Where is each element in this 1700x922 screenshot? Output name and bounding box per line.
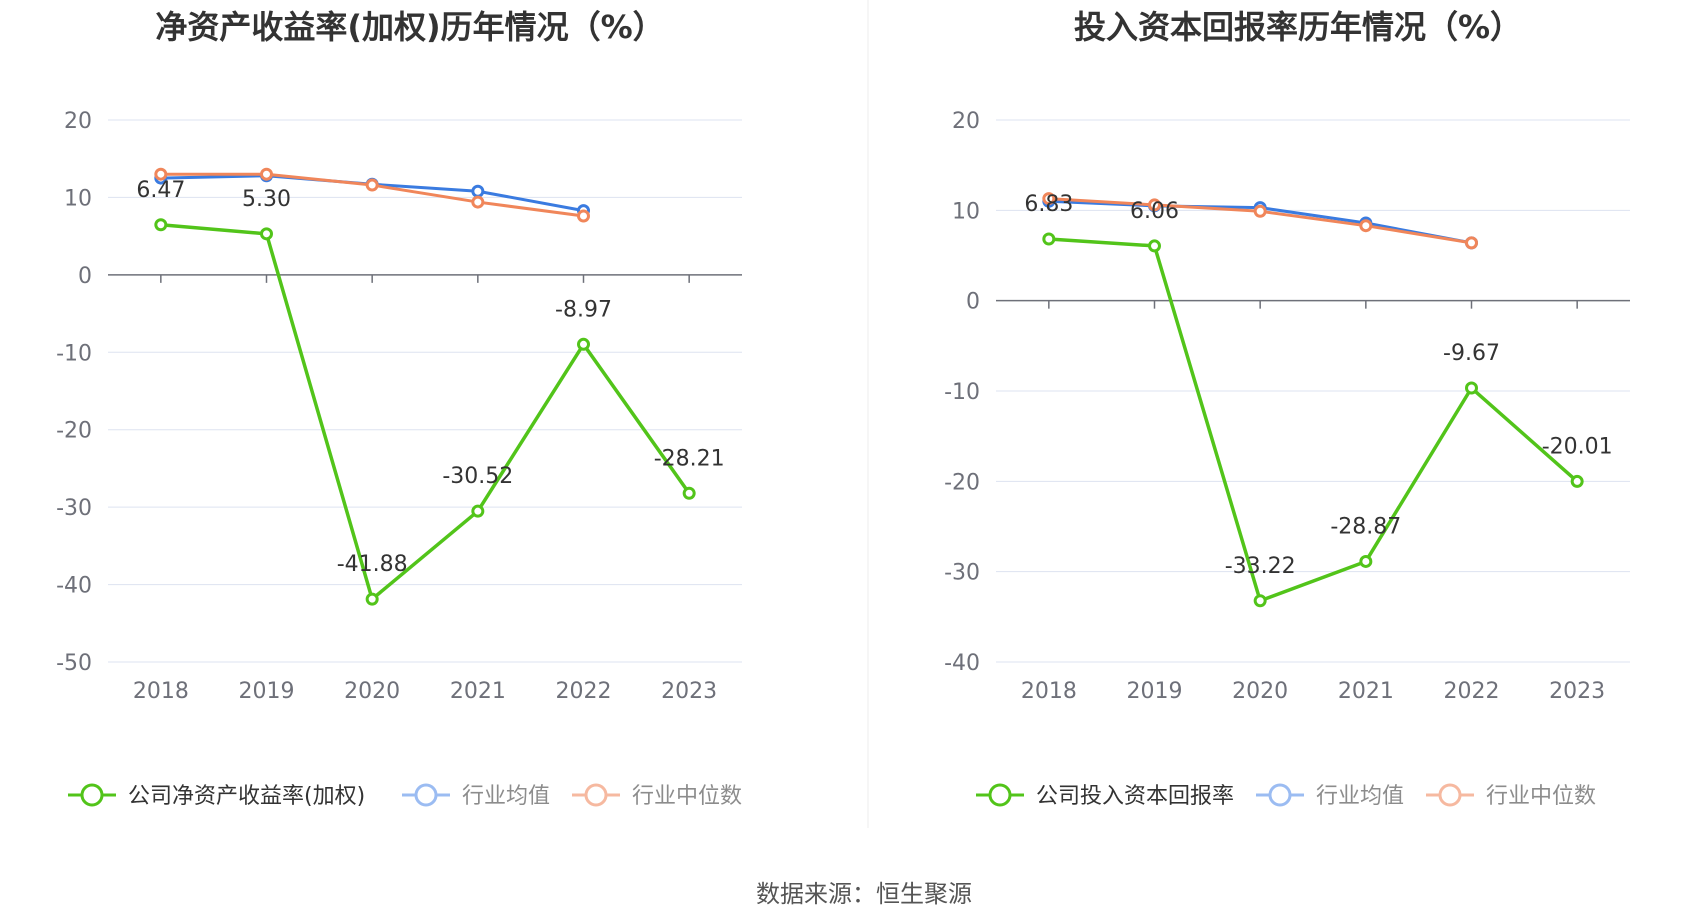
y-tick-label: 0 [966,290,980,315]
data-label: 5.30 [242,187,291,212]
y-tick-label: 10 [952,199,980,224]
data-label: -28.21 [654,446,725,471]
y-tick-label: 0 [78,264,92,289]
chart-title: 投入资本回报率历年情况（%） [1074,8,1522,46]
data-label: -41.88 [337,552,408,577]
data-point [1253,204,1267,218]
x-tick-label: 2019 [239,679,295,704]
legend-item: 行业均值 [402,783,550,809]
data-point [1465,236,1478,250]
legend-label: 行业中位数 [632,784,742,809]
data-point [154,167,168,181]
legend-label: 行业均值 [462,784,550,809]
data-point [365,592,379,606]
chart-roe: 净资产收益率(加权)历年情况（%） 20 10 0 -10 -20 -30 -40 -50 201… [56,8,742,809]
data-point [260,227,273,241]
series-line [1048,237,1579,603]
y-tick-label: -50 [56,651,92,676]
y-tick-label: -10 [56,341,92,366]
x-tick-label: 2018 [133,679,189,704]
data-point [1148,198,1161,212]
legend-marker [1268,783,1292,807]
data-label: -20.01 [1542,434,1613,459]
x-tick-label: 2022 [1444,679,1500,704]
legend-item: 行业中位数 [1426,783,1596,809]
x-tick-label: 2021 [450,679,506,704]
y-tick-label: -20 [56,419,92,444]
data-point [1253,594,1267,608]
legend-marker [80,783,104,807]
legend-marker [584,783,608,807]
data-label: -9.67 [1443,341,1500,366]
data-point [577,337,590,351]
legend-label: 行业均值 [1316,784,1404,809]
data-point [471,195,485,209]
y-tick-label: -20 [944,470,980,495]
data-point [154,218,168,232]
data-point [471,504,485,518]
series-median [1042,192,1478,250]
legend-item: 公司投入资本回报率 [976,783,1234,809]
legend-label: 行业中位数 [1486,784,1596,809]
legend-marker [988,783,1012,807]
y-tick-label: -40 [56,574,92,599]
series-line [160,223,691,601]
data-point [471,184,485,198]
legend-label: 公司净资产收益率(加权) [128,784,365,809]
y-tick-label: -30 [56,496,92,521]
y-tick-label: -30 [944,561,980,586]
chart-title: 净资产收益率(加权)历年情况（%） [155,8,664,46]
x-tick-label: 2020 [344,679,400,704]
data-label: -28.87 [1330,514,1401,539]
data-label: -30.52 [442,464,513,489]
data-label: 6.47 [136,178,185,203]
data-point [1465,381,1478,395]
legend-marker [414,783,438,807]
legend-item: 公司净资产收益率(加权) [68,783,365,809]
legend-label: 公司投入资本回报率 [1036,784,1234,809]
x-tick-label: 2021 [1338,679,1394,704]
data-point [682,486,696,500]
data-label: 6.06 [1130,199,1179,224]
chart-roic: 投入资本回报率历年情况（%） 20 10 0 -10 -20 -30 -40 2018 2019 2… [944,8,1630,809]
legend-item: 行业均值 [1256,783,1404,809]
y-tick-label: 20 [952,109,980,134]
data-point [1042,192,1056,206]
series-company: 6.83 6.06 -33.22 -28.87 -9.67 -20.01 [1024,192,1613,608]
legend-marker [1438,783,1462,807]
data-point [1570,474,1584,488]
y-tick-label: 10 [64,186,92,211]
x-tick-label: 2023 [661,679,717,704]
data-point [1359,554,1373,568]
x-tick-label: 2023 [1549,679,1605,704]
y-tick-label: -40 [944,651,980,676]
data-label: -8.97 [555,297,612,322]
x-tick-label: 2022 [556,679,612,704]
x-tick-label: 2018 [1021,679,1077,704]
data-label: 6.83 [1024,192,1073,217]
data-point [1359,219,1373,233]
legend-item: 行业中位数 [572,783,742,809]
data-point [260,167,273,181]
data-point [577,209,590,223]
series-median [154,167,590,223]
data-source: 数据来源：恒生聚源 [756,880,972,908]
data-point [1148,239,1161,253]
data-point [1042,232,1056,246]
series-company: 6.47 5.30 -41.88 -30.52 -8.97 -28.21 [136,178,725,606]
x-tick-label: 2019 [1127,679,1183,704]
series-average [1042,194,1478,250]
y-tick-label: 20 [64,109,92,134]
y-tick-label: -10 [944,380,980,405]
data-label: -33.22 [1225,554,1296,579]
data-point [365,178,379,192]
x-tick-label: 2020 [1232,679,1288,704]
